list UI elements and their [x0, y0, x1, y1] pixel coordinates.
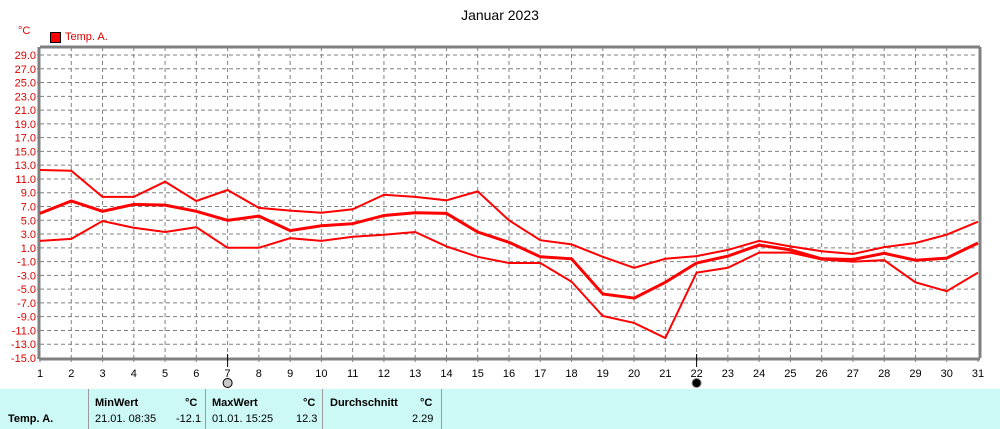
- y-tick-label: 15.0: [15, 146, 36, 158]
- stats-series-label: Temp. A.: [8, 413, 54, 425]
- min-unit: °C: [185, 397, 198, 409]
- max-datetime: 01.01. 15:25: [212, 413, 274, 425]
- x-tick-label: 25: [784, 368, 796, 380]
- x-tick-label: 17: [534, 368, 546, 380]
- x-tick-label: 20: [628, 368, 640, 380]
- y-tick-label: 29.0: [15, 50, 36, 62]
- min-marker-icon: [691, 378, 702, 388]
- x-tick-label: 6: [193, 368, 199, 380]
- stats-panel: Temp. A. MinWert °C 21.01. 08:35 -12.1 M…: [0, 389, 1000, 429]
- divider: [88, 389, 89, 429]
- x-tick-label: 18: [565, 368, 577, 380]
- y-tick-label: 27.0: [15, 64, 36, 76]
- y-tick-label: -13.0: [11, 339, 36, 351]
- y-tick-label: -3.0: [17, 270, 36, 282]
- y-tick-label: 5.0: [21, 215, 36, 227]
- x-tick-label: 7: [225, 368, 231, 380]
- y-tick-label: 13.0: [15, 160, 36, 172]
- y-tick-label: 17.0: [15, 133, 36, 145]
- x-tick-label: 2: [68, 368, 74, 380]
- y-tick-label: -1.0: [17, 257, 36, 269]
- line-chart: 29.027.025.023.021.019.017.015.013.011.0…: [11, 45, 984, 388]
- divider: [205, 389, 206, 429]
- y-tick-label: 1.0: [21, 243, 36, 255]
- avg-header: Durchschnitt: [330, 397, 398, 409]
- avg-value: 2.29: [412, 413, 434, 425]
- divider: [322, 389, 323, 429]
- min-value: -12.1: [176, 413, 202, 425]
- x-tick-label: 15: [472, 368, 484, 380]
- x-tick-label: 9: [287, 368, 293, 380]
- x-tick-label: 1: [37, 368, 43, 380]
- x-tick-label: 11: [347, 368, 358, 380]
- x-tick-label: 28: [878, 368, 890, 380]
- legend-label: Temp. A.: [65, 31, 108, 43]
- max-unit: °C: [303, 397, 316, 409]
- y-tick-label: 9.0: [21, 188, 36, 200]
- series-line-max: [39, 169, 979, 269]
- y-tick-label: 25.0: [15, 78, 36, 90]
- x-tick-label: 16: [503, 368, 515, 380]
- x-tick-label: 14: [440, 368, 452, 380]
- legend[interactable]: Temp. A.: [50, 31, 108, 43]
- x-tick-label: 24: [753, 368, 765, 380]
- chart-title: Januar 2023: [461, 7, 539, 23]
- x-tick-label: 10: [315, 368, 327, 380]
- x-tick-label: 26: [816, 368, 828, 380]
- series-line-min: [39, 219, 979, 340]
- max-marker-icon: [222, 378, 233, 388]
- y-tick-label: -7.0: [17, 298, 36, 310]
- max-header: MaxWert: [212, 397, 258, 409]
- x-tick-label: 13: [409, 368, 421, 380]
- x-tick-label: 29: [909, 368, 921, 380]
- legend-swatch-icon: [50, 31, 61, 43]
- min-header: MinWert: [95, 397, 139, 409]
- avg-unit: °C: [420, 397, 433, 409]
- max-value: 12.3: [296, 413, 318, 425]
- min-datetime: 21.01. 08:35: [95, 413, 157, 425]
- x-tick-label: 30: [941, 368, 953, 380]
- y-tick-label: 19.0: [15, 119, 36, 131]
- x-tick-label: 23: [722, 368, 734, 380]
- x-tick-label: 31: [972, 368, 984, 380]
- y-tick-label: -5.0: [17, 284, 36, 296]
- x-tick-label: 4: [131, 368, 137, 380]
- x-tick-label: 19: [597, 368, 609, 380]
- x-tick-label: 5: [162, 368, 168, 380]
- y-tick-label: -11.0: [12, 325, 36, 337]
- y-tick-label: 21.0: [15, 105, 36, 117]
- x-tick-label: 22: [690, 368, 702, 380]
- x-tick-label: 27: [847, 368, 859, 380]
- x-tick-label: 12: [378, 368, 390, 380]
- y-tick-label: 3.0: [21, 229, 36, 241]
- x-tick-label: 21: [659, 368, 671, 380]
- x-tick-label: 8: [256, 368, 262, 380]
- y-tick-label: 23.0: [15, 91, 36, 103]
- x-tick-label: 3: [99, 368, 105, 380]
- y-tick-label: -15.0: [11, 353, 36, 365]
- y-tick-label: 11.0: [15, 174, 36, 186]
- y-tick-label: -9.0: [17, 312, 36, 324]
- y-tick-label: 7.0: [21, 202, 36, 214]
- y-axis-unit: °C: [18, 25, 31, 37]
- divider: [441, 389, 442, 429]
